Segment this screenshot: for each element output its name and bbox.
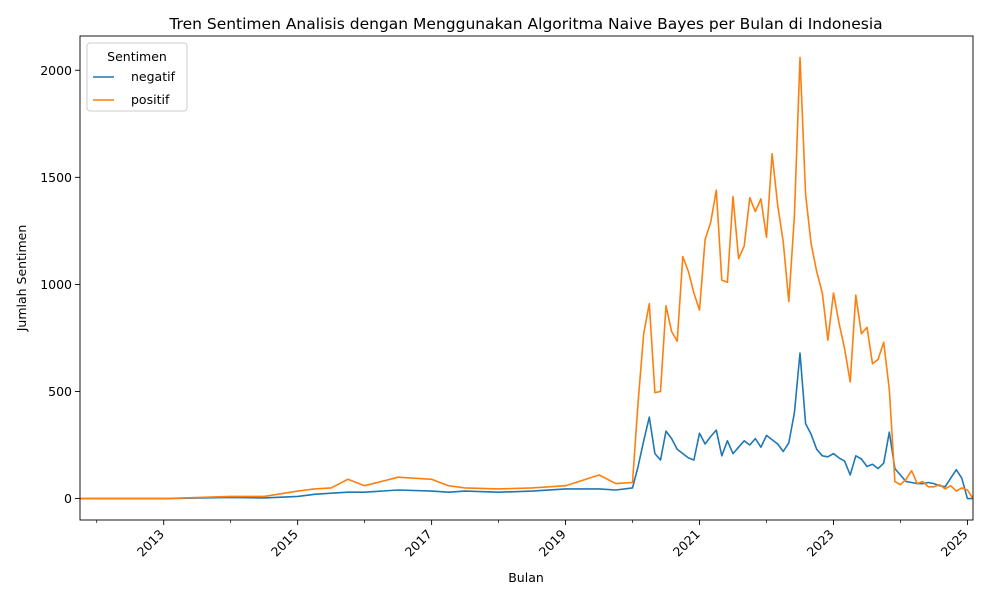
x-tick-label: 2023 <box>804 526 837 559</box>
series-line-negatif <box>80 352 973 500</box>
plot-frame <box>79 35 974 521</box>
x-tick-label: 2025 <box>938 526 971 559</box>
x-tick-label: 2017 <box>402 526 435 559</box>
y-tick-label: 1000 <box>40 277 72 292</box>
y-tick-label: 0 <box>64 491 72 506</box>
series-line-positif <box>80 56 974 500</box>
y-tick-label: 1500 <box>40 170 72 185</box>
y-axis-label: Jumlah Sentimen <box>14 225 29 333</box>
legend-box <box>86 42 188 112</box>
legend-label-negatif: negatif <box>131 69 176 84</box>
y-axis: 0 500 1000 1500 2000 <box>40 63 80 506</box>
x-tick-label: 2015 <box>268 526 301 559</box>
x-axis: 2013 2015 2017 2019 2021 2023 2025 <box>96 520 971 559</box>
legend-label-positif: positif <box>131 92 170 107</box>
x-axis-label: Bulan <box>508 570 544 585</box>
x-tick-label: 2019 <box>536 526 569 559</box>
legend: Sentimen negatif positif <box>86 42 188 112</box>
x-tick-label: 2013 <box>134 526 167 559</box>
plot-area <box>80 56 974 500</box>
chart-title: Tren Sentimen Analisis dengan Menggunaka… <box>168 15 882 33</box>
y-tick-label: 500 <box>48 384 72 399</box>
legend-title: Sentimen <box>107 49 167 64</box>
y-tick-label: 2000 <box>40 63 72 78</box>
x-tick-label: 2021 <box>670 526 703 559</box>
